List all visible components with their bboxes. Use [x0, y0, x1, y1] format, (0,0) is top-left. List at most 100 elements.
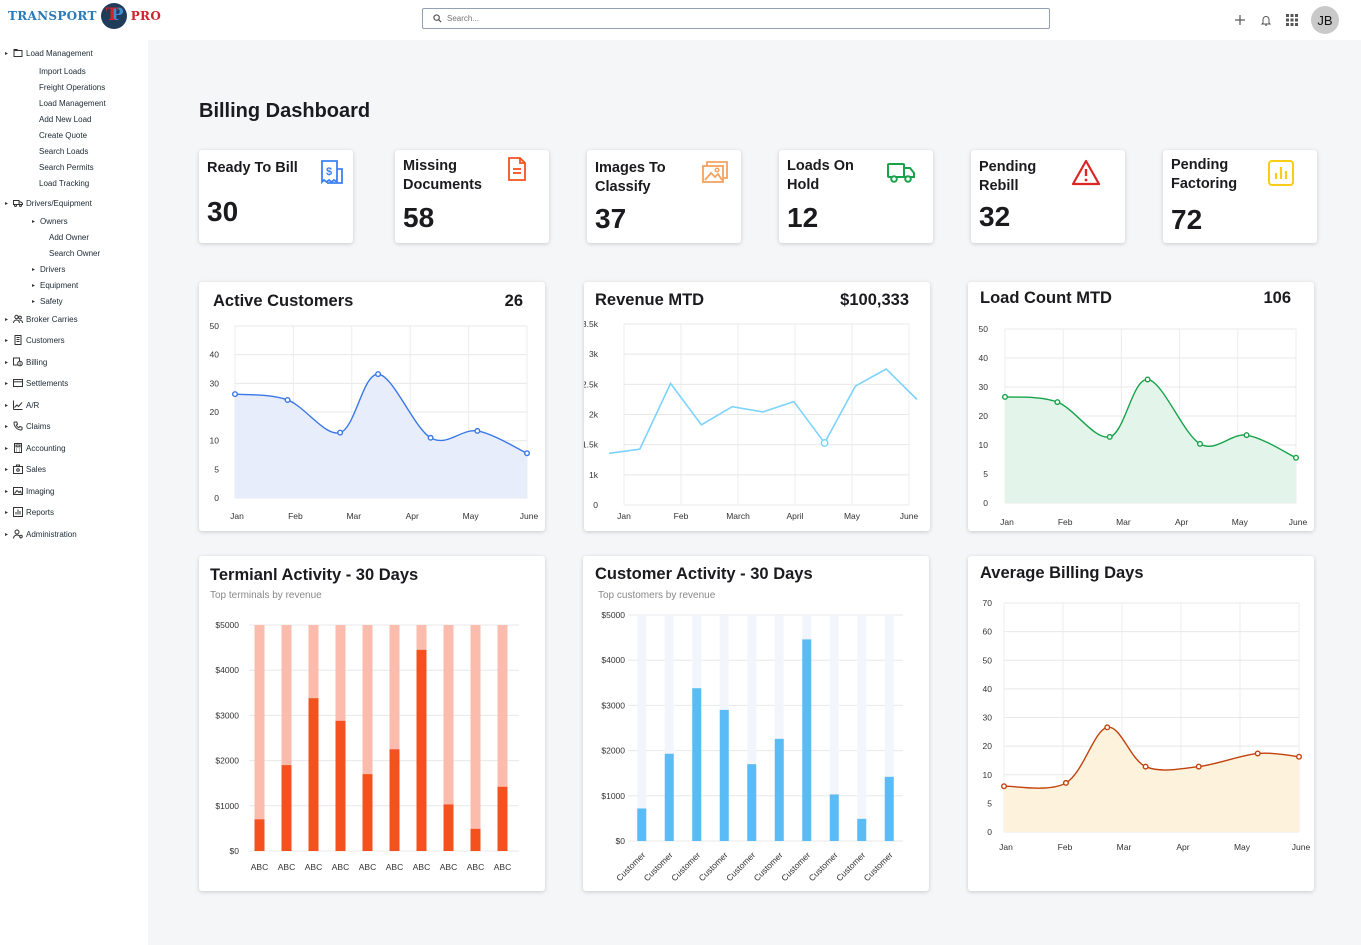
caret-right-icon[interactable]: ▸	[5, 423, 9, 430]
y-tick-label: $4000	[601, 655, 625, 665]
sidebar-item-accounting[interactable]: ▸ Accounting	[5, 443, 66, 453]
y-tick-label: 5	[983, 469, 988, 479]
caret-right-icon[interactable]: ▸	[5, 200, 9, 207]
sidebar-item-imaging[interactable]: ▸ Imaging	[5, 486, 54, 496]
y-tick-label: $1000	[215, 801, 239, 811]
top-actions: JB	[1233, 6, 1339, 34]
sidebar-item-search-owner[interactable]: Search Owner	[49, 249, 100, 258]
sidebar-item-settlements[interactable]: ▸ Settlements	[5, 378, 68, 388]
sidebar-item-a-r[interactable]: ▸ A/R	[5, 400, 39, 410]
data-point	[474, 427, 481, 434]
bar	[254, 819, 265, 851]
sidebar-item-label: Settlements	[26, 378, 69, 388]
caret-right-icon[interactable]: ▸	[5, 316, 9, 323]
x-tick-label: ABC	[467, 862, 484, 872]
load-count-mtd-chart: 0 5 10 20 30 40 50 Jan Feb Mar Apr May June	[979, 324, 1308, 527]
sidebar-item-add-owner[interactable]: Add Owner	[49, 233, 89, 242]
sidebar-item-load-management[interactable]: Load Management	[39, 99, 106, 108]
sidebar-item-label: Create Quote	[39, 131, 88, 140]
caret-right-icon[interactable]: ▸	[32, 219, 36, 225]
sidebar-item-broker-carries[interactable]: ▸ Broker Carries	[5, 314, 78, 324]
data-point	[1293, 454, 1300, 461]
stat-card-images-to-classify[interactable]: Images To Classify 37	[587, 150, 741, 243]
bar-background	[664, 615, 674, 841]
y-tick-label: 20	[983, 741, 993, 751]
stat-value: 12	[787, 202, 819, 233]
sidebar-item-claims[interactable]: ▸ Claims	[5, 421, 50, 431]
sidebar-item-reports[interactable]: ▸ Reports	[5, 507, 54, 517]
receipt-icon: $	[321, 160, 343, 185]
caret-right-icon[interactable]: ▸	[5, 402, 9, 409]
x-tick-label: ABC	[413, 862, 430, 872]
y-tick-label: 1.5k	[584, 440, 599, 450]
sidebar-item-billing[interactable]: ▸ $ Billing	[5, 357, 47, 367]
data-point	[427, 434, 434, 441]
sidebar-item-label: Reports	[26, 507, 55, 517]
sidebar-item-load-tracking[interactable]: Load Tracking	[39, 179, 89, 188]
sidebar-item-search-loads[interactable]: Search Loads	[39, 147, 88, 156]
stat-title: Images To Classify	[595, 160, 666, 195]
search-bar[interactable]	[422, 8, 1050, 29]
x-tick-label: May	[463, 511, 480, 521]
stat-card-ready-to-bill[interactable]: Ready To Bill 30 $	[199, 150, 353, 243]
y-tick-label: $3000	[215, 710, 239, 720]
caret-right-icon[interactable]: ▸	[5, 509, 9, 516]
y-tick-label: 30	[210, 378, 220, 388]
sidebar-item-safety[interactable]: ▸ Safety	[32, 297, 63, 306]
stat-card-missing-documents[interactable]: Missing Documents 58	[395, 150, 549, 243]
caret-right-icon[interactable]: ▸	[32, 283, 36, 289]
sidebar-item-label: Billing	[26, 357, 48, 367]
y-tick-label: $0	[616, 836, 626, 846]
sidebar-item-label: Claims	[26, 421, 51, 431]
bar-background	[829, 615, 839, 841]
caret-right-icon[interactable]: ▸	[5, 445, 9, 452]
stat-title: Pending Factoring	[1171, 157, 1238, 192]
stat-card-pending-rebill[interactable]: Pending Rebill 32	[971, 150, 1125, 243]
add-icon[interactable]	[1233, 13, 1247, 27]
phone-icon	[13, 421, 23, 431]
sidebar-item-label: Import Loads	[39, 67, 86, 76]
caret-right-icon[interactable]: ▸	[32, 267, 36, 273]
sidebar-item-add-new-load[interactable]: Add New Load	[39, 115, 91, 124]
search-input[interactable]	[447, 14, 1027, 23]
sidebar-item-import-loads[interactable]: Import Loads	[39, 67, 86, 76]
sidebar-item-create-quote[interactable]: Create Quote	[39, 131, 87, 140]
stat-card-pending-factoring[interactable]: Pending Factoring 72	[1163, 150, 1317, 243]
sidebar-item-freight-operations[interactable]: Freight Operations	[39, 83, 105, 92]
sidebar-item-label: Load Tracking	[39, 179, 90, 188]
caret-right-icon[interactable]: ▸	[5, 359, 9, 366]
y-tick-label: 20	[979, 411, 989, 421]
caret-right-icon[interactable]: ▸	[5, 531, 9, 538]
sidebar-item-sales[interactable]: ▸ Sales	[5, 464, 46, 474]
data-point	[1054, 399, 1061, 406]
customer-activity-panel: Customer Activity - 30 Days Top customer…	[583, 556, 929, 891]
bell-icon[interactable]	[1259, 13, 1273, 27]
users-icon	[13, 314, 23, 324]
sidebar-item-load-management[interactable]: ▸ Load Management	[5, 48, 93, 58]
sidebar-item-administration[interactable]: ▸ Administration	[5, 529, 77, 539]
sidebar-item-customers[interactable]: ▸ Customers	[5, 335, 65, 345]
apps-grid-icon[interactable]	[1285, 13, 1299, 27]
sidebar-item-search-permits[interactable]: Search Permits	[39, 163, 94, 172]
sidebar-item-equipment[interactable]: ▸ Equipment	[32, 281, 78, 290]
user-avatar[interactable]: JB	[1311, 6, 1339, 34]
caret-right-icon[interactable]: ▸	[32, 299, 36, 305]
x-tick-label: May	[1234, 842, 1251, 852]
data-point	[375, 371, 382, 378]
x-tick-label: Feb	[1058, 842, 1073, 852]
sidebar-item-owners[interactable]: ▸ Owners	[32, 217, 68, 226]
sales-icon	[13, 464, 23, 474]
sidebar-item-drivers-equipment[interactable]: ▸ Drivers/Equipment	[5, 198, 92, 208]
bar	[774, 738, 784, 841]
stat-card-loads-on-hold[interactable]: Loads On Hold 12	[779, 150, 933, 243]
sidebar-item-label: Drivers	[40, 265, 66, 274]
caret-right-icon[interactable]: ▸	[5, 50, 9, 57]
caret-right-icon[interactable]: ▸	[5, 337, 9, 344]
caret-right-icon[interactable]: ▸	[5, 466, 9, 473]
caret-right-icon[interactable]: ▸	[5, 380, 9, 387]
caret-right-icon[interactable]: ▸	[5, 488, 9, 495]
x-tick-label: Apr	[1176, 842, 1189, 852]
x-tick-label: Jan	[230, 511, 244, 521]
sidebar-item-drivers[interactable]: ▸ Drivers	[32, 265, 65, 274]
